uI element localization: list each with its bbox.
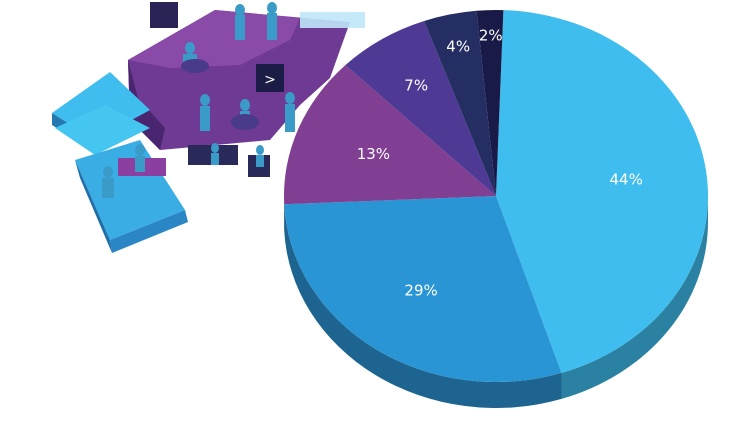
pie-slice-4 (345, 21, 496, 197)
pie-slice-side-1 (561, 196, 708, 399)
desk-top-right (300, 12, 365, 28)
pie-label-3: 13% (357, 145, 390, 163)
pie-label-4: 7% (404, 77, 428, 95)
monitor-glyph: > (264, 72, 276, 88)
pie-label-2: 29% (404, 281, 437, 299)
pie-slice-6 (476, 9, 504, 196)
pie-slice-1 (496, 10, 708, 373)
monitor-top-left (150, 2, 178, 28)
pie-slice-2 (284, 196, 562, 382)
purple-platform-top (128, 10, 300, 68)
pie-slice-5 (424, 10, 496, 197)
pie-label-1: 44% (610, 171, 643, 189)
pie-label-5: 4% (446, 38, 470, 56)
pie-label-6: 2% (479, 27, 503, 45)
beanbag-left (181, 59, 209, 73)
monitor-center (256, 64, 284, 92)
blue-tile-lower (75, 140, 185, 240)
pie-slice-3 (284, 65, 496, 205)
blue-tile-lower-edge (75, 160, 112, 253)
beanbag-center (231, 114, 259, 130)
blue-tile-middle (55, 105, 150, 155)
office-illustration: > (52, 2, 365, 253)
purple-platform-edge (128, 60, 165, 150)
pie-chart: 44% 29% 13% 7% 4% 2% (284, 9, 708, 409)
blue-tile-lower-side (110, 210, 188, 253)
pie-slice-side-2 (284, 204, 562, 409)
